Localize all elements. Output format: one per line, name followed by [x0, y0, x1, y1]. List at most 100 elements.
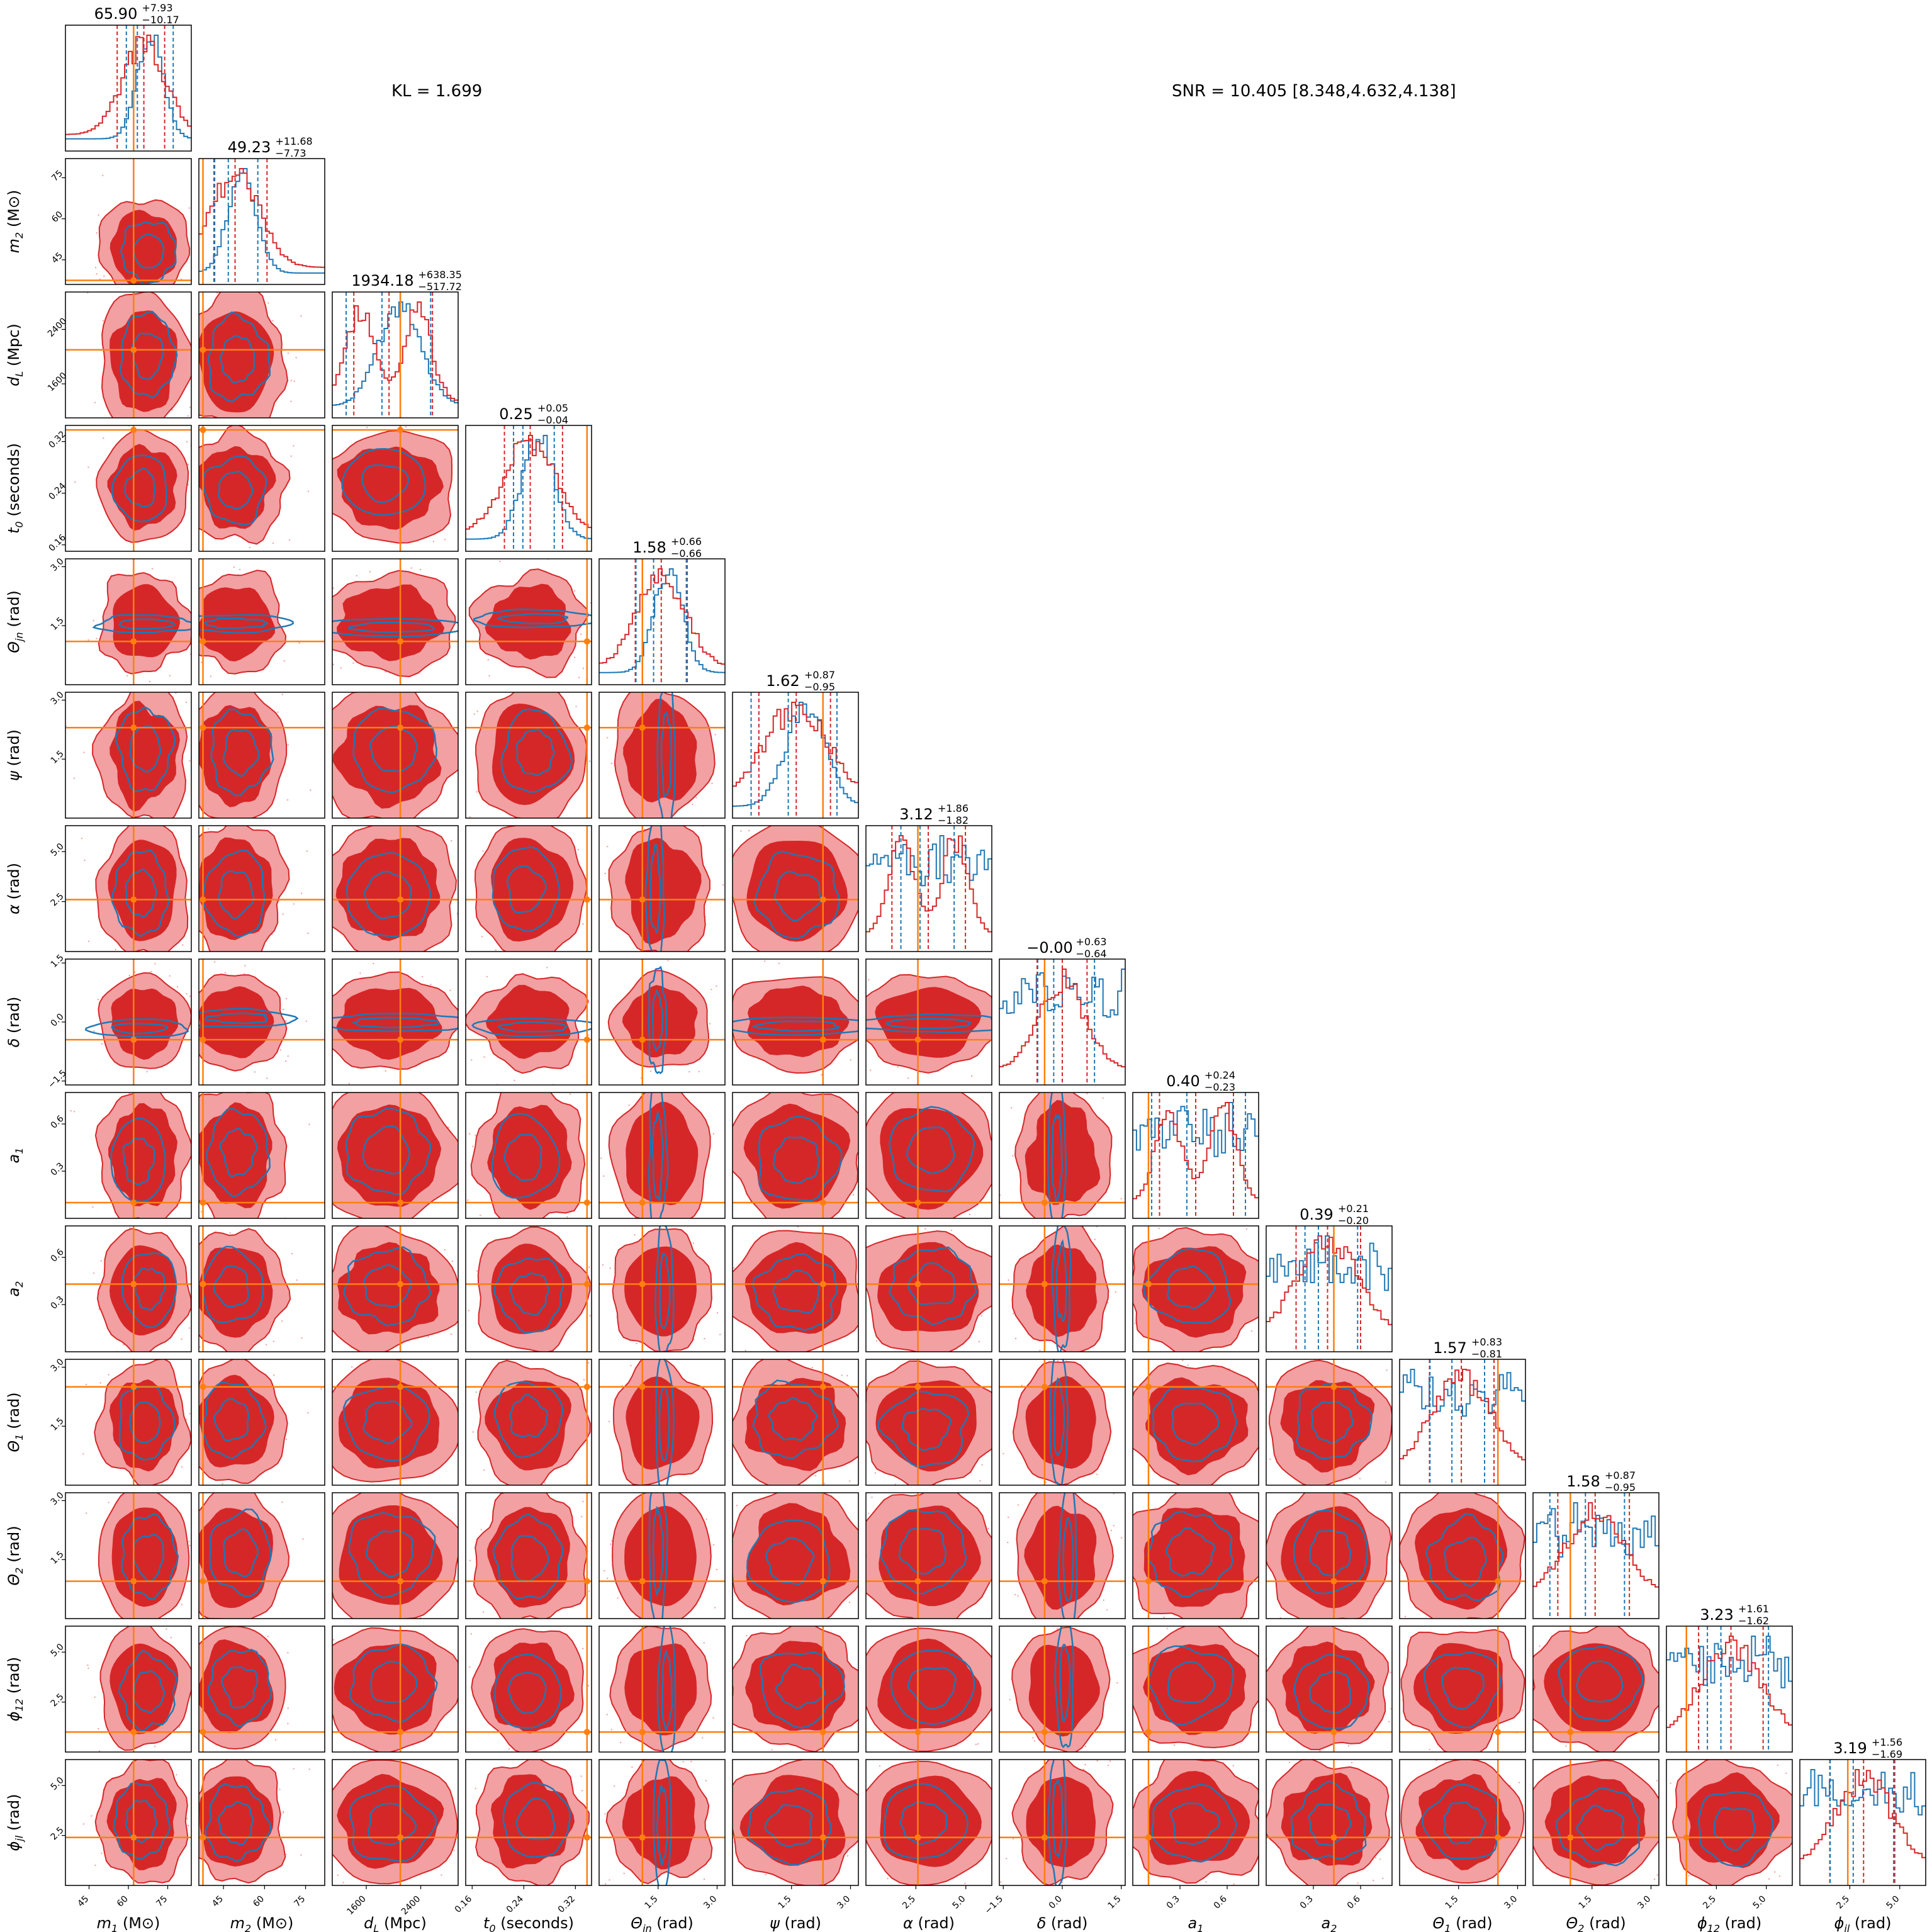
contour-inner-red [337, 1104, 442, 1207]
contour-outer-blue [1290, 1780, 1367, 1860]
y-tick-label: 0.3 [49, 1295, 66, 1311]
panel-frame [1266, 1359, 1393, 1486]
contour-inner-blue [124, 467, 156, 508]
x-tick-label: 1.5 [1444, 1894, 1461, 1911]
histogram-panel-m2: 49.23 +11.68−7.73 [198, 135, 325, 285]
panel-frame [332, 692, 459, 819]
panel-frame [198, 291, 325, 418]
panel-title-a2: 0.39 [1300, 1206, 1333, 1223]
y-tick-label: 0.32 [47, 429, 67, 450]
contour-outer-blue [1047, 1760, 1067, 1885]
contour-inner-red [626, 1376, 700, 1470]
y-tick-label: 3.0 [49, 1490, 66, 1507]
y-tick-label: 3.0 [49, 690, 66, 707]
panel-title-dL: 1934.18 [351, 272, 413, 289]
x-tick-label: 0.24 [505, 1894, 525, 1914]
truth-point [583, 724, 590, 731]
panel-title-plus-m2: +11.68 [276, 135, 313, 147]
x-tick-label: 5.0 [951, 1894, 968, 1911]
x-tick-label: 1.5 [777, 1894, 794, 1911]
contour-inner-blue [1165, 1527, 1216, 1577]
x-axis-label-a1: a1 [1188, 1914, 1204, 1932]
contour-panel-psi-theta2 [732, 1492, 859, 1619]
x-tick-label: 75 [154, 1894, 169, 1909]
contour-inner-blue [129, 1401, 161, 1444]
panel-frame [465, 1359, 592, 1486]
contour-inner-blue [764, 1804, 813, 1848]
contour-inner-red [337, 446, 444, 530]
panel-frame [598, 1492, 726, 1619]
panel-title-alpha: 3.12 [899, 806, 933, 823]
panel-frame [65, 1092, 192, 1219]
panel-frame [65, 1626, 192, 1753]
contour-outer-blue [733, 1016, 858, 1036]
truth-point [639, 1281, 646, 1288]
panel-frame [65, 692, 192, 819]
contour-panel-dL-phi12 [332, 1626, 459, 1753]
panel-frame [1132, 1225, 1259, 1352]
contour-inner-blue [368, 1802, 417, 1845]
truth-point [130, 346, 137, 353]
contour-inner-blue [1442, 1801, 1487, 1845]
panel-frame [598, 1626, 726, 1753]
x-axis-label-m2: m2 (M⊙) [230, 1914, 294, 1932]
contour-outer-blue [1152, 1386, 1238, 1463]
contour-inner-blue [1053, 1377, 1065, 1457]
contour-outer-blue [210, 709, 274, 797]
y-axis-label-thetajn: Θjn (rad) [5, 590, 25, 653]
contour-inner-red [1145, 1377, 1249, 1476]
truth-point [199, 1578, 206, 1585]
contour-inner-blue [508, 1671, 547, 1714]
contour-inner-red [107, 444, 177, 531]
truth-point [130, 724, 137, 731]
contour-panel-m1-m2: 45 60 75 [50, 158, 192, 285]
contour-outer-blue [199, 1008, 299, 1028]
truth-point [583, 896, 590, 903]
histogram-line-red [1666, 1636, 1792, 1728]
y-tick-label: 0.6 [49, 1247, 66, 1264]
truth-point [199, 638, 206, 645]
truth-point [1145, 1281, 1152, 1288]
panel-frame [65, 1225, 192, 1352]
contour-outer-blue [111, 849, 170, 937]
contour-panel-m1-t0: 0.16 0.24 0.32 [47, 425, 192, 554]
contour-panel-m1-alpha: 2.5 5.0 [49, 825, 192, 952]
contour-inner-blue [347, 621, 435, 633]
contour-outer-blue [1057, 1493, 1078, 1619]
contour-inner-red [106, 1778, 177, 1870]
contour-inner-red [626, 1101, 699, 1206]
x-tick-label: 75 [292, 1894, 307, 1909]
contour-panel-t0-thetajn [465, 558, 592, 685]
contour-panel-psi-delta [732, 958, 859, 1086]
panel-frame [732, 825, 859, 952]
panel-frame [1532, 1492, 1660, 1619]
contour-inner-red [875, 1380, 977, 1472]
y-axis-label-m2: m2 (M⊙) [5, 190, 25, 254]
contour-outer-blue [115, 706, 176, 793]
contour-inner-blue [516, 728, 555, 777]
panel-frame [1399, 1359, 1526, 1486]
contour-outer-blue [491, 846, 561, 932]
panel-frame [332, 1492, 459, 1619]
y-tick-label: 0.0 [49, 1012, 66, 1029]
y-tick-label: 1.5 [49, 1416, 66, 1433]
truth-point [1495, 1834, 1502, 1841]
contour-panel-m2-theta2 [198, 1492, 325, 1619]
contour-inner-blue [132, 1670, 166, 1714]
panel-title-plus-theta2: +0.87 [1605, 1469, 1636, 1481]
panel-frame [332, 825, 459, 952]
contour-panel-thetajn-psi [598, 692, 726, 819]
contour-inner-red [1685, 1772, 1780, 1868]
panel-frame [999, 1359, 1126, 1486]
contour-inner-red [485, 583, 571, 660]
truth-point [1683, 1834, 1690, 1841]
panel-frame [65, 158, 192, 285]
truth-point [397, 1036, 404, 1043]
contour-inner-red [1413, 1643, 1503, 1734]
contour-panel-t0-delta [465, 958, 592, 1086]
truth-point [1567, 1729, 1574, 1736]
contour-panel-thetajn-phi12 [598, 1626, 726, 1753]
x-tick-label: 2.5 [1834, 1894, 1851, 1911]
x-axis-label-theta2: Θ2 (rad) [1566, 1914, 1626, 1932]
contour-inner-blue [652, 1505, 664, 1597]
